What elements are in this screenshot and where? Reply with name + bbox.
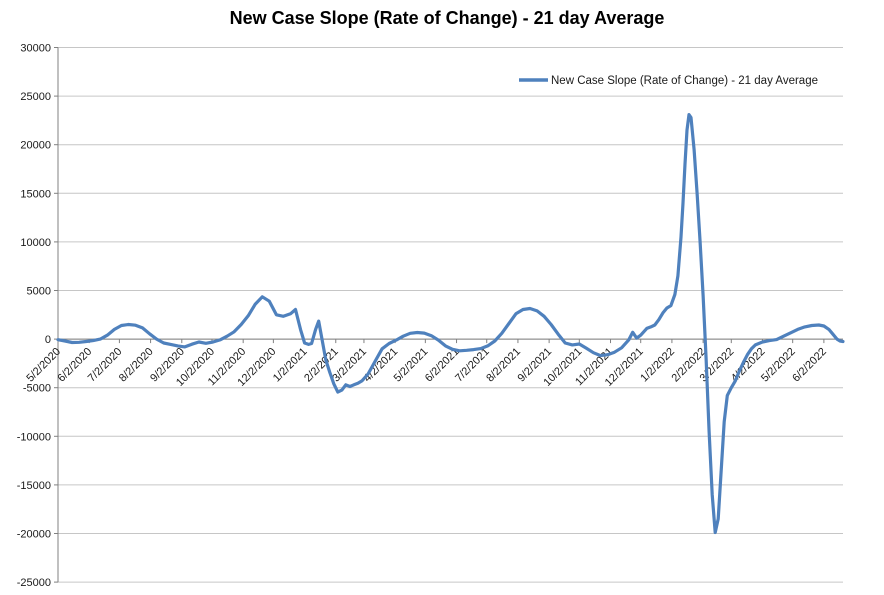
y-axis-tick-label: 30000	[20, 43, 51, 55]
y-axis-tick-label: -25000	[17, 577, 51, 589]
legend-label: New Case Slope (Rate of Change) - 21 day…	[551, 75, 818, 87]
legend: New Case Slope (Rate of Change) - 21 day…	[519, 75, 818, 87]
data-series-line	[56, 113, 845, 535]
x-axis-tick-label: 6/2/2022	[790, 346, 829, 385]
y-axis-tick-label: 20000	[20, 140, 51, 152]
y-axis-tick-label: -20000	[17, 529, 51, 541]
plot-area: 30000 25000 20000 15000 10000 5000 0 -5000 -1000…	[17, 43, 845, 589]
y-axis-tick-label: 10000	[20, 237, 51, 249]
y-axis-tick-label: 0	[45, 334, 51, 346]
y-axis-tick-label: 5000	[27, 286, 51, 298]
y-axis-tick-label: -10000	[17, 431, 51, 443]
y-axis-tick-label: 25000	[20, 91, 51, 103]
chart-title: New Case Slope (Rate of Change) - 21 day…	[230, 8, 665, 28]
y-axis-tick-label: 15000	[20, 188, 51, 200]
y-axis-tick-label: -15000	[17, 480, 51, 492]
y-axis-tick-label: -5000	[23, 383, 51, 395]
